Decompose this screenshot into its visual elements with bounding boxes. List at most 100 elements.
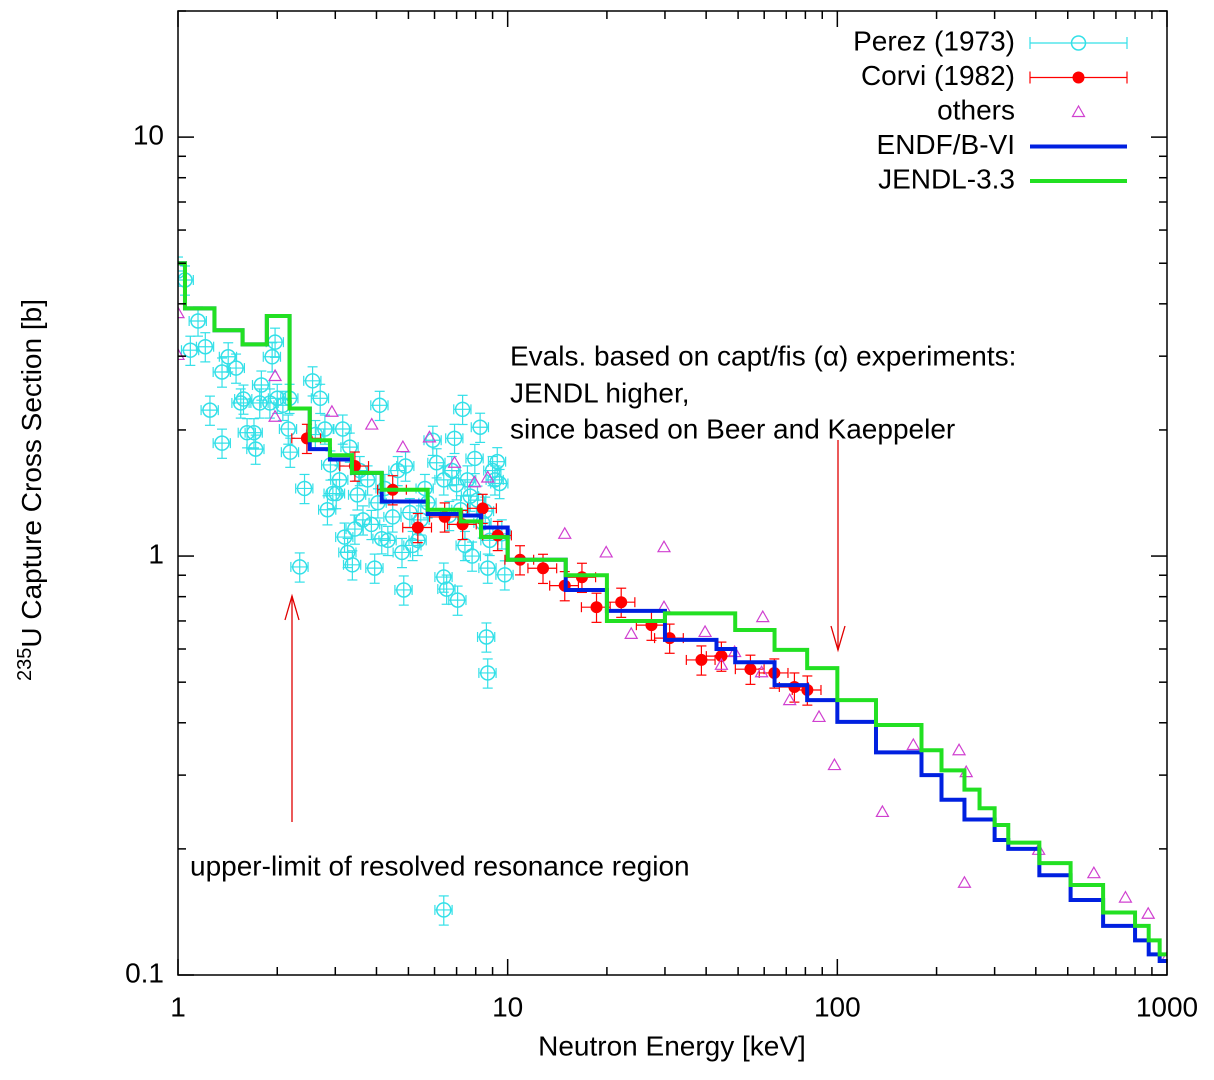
point xyxy=(394,544,410,561)
point xyxy=(695,653,708,666)
x-tick-label: 1 xyxy=(170,991,186,1022)
error-bar xyxy=(394,575,413,606)
point xyxy=(264,349,280,365)
point xyxy=(397,458,414,474)
point xyxy=(438,581,455,597)
point xyxy=(590,601,603,614)
point xyxy=(268,409,283,422)
point xyxy=(202,402,218,418)
error-bar xyxy=(423,425,442,457)
point xyxy=(446,430,463,447)
error-bar xyxy=(685,645,716,676)
point xyxy=(811,709,827,723)
legend-label: others xyxy=(937,94,1015,125)
point xyxy=(479,560,496,576)
point xyxy=(296,480,313,497)
point xyxy=(755,609,770,623)
point xyxy=(575,571,588,584)
error-bar xyxy=(462,541,482,572)
step-line xyxy=(178,261,1167,957)
point xyxy=(268,368,283,382)
point xyxy=(436,569,452,585)
point xyxy=(319,501,336,518)
point xyxy=(178,305,186,319)
point xyxy=(247,441,264,457)
legend-item: Perez (1973) xyxy=(853,25,1128,56)
point xyxy=(744,663,757,676)
error-bar xyxy=(437,574,456,605)
point xyxy=(214,435,230,451)
point xyxy=(280,421,297,437)
point xyxy=(425,432,441,448)
error-bar xyxy=(226,353,245,384)
error-bar xyxy=(212,357,231,388)
point xyxy=(906,737,921,751)
point xyxy=(220,349,236,365)
point xyxy=(491,475,508,492)
legend-item: ENDF/B-VI xyxy=(877,129,1127,160)
plot-frame xyxy=(177,10,1168,976)
point xyxy=(715,650,728,663)
error-bar xyxy=(290,552,309,583)
arrow xyxy=(830,440,846,653)
error-bar xyxy=(478,553,497,584)
error-bar xyxy=(434,895,453,926)
legend: Perez (1973) Corvi (1982)others ENDF/B-VIJ… xyxy=(853,25,1128,194)
error-bar xyxy=(478,658,497,689)
error-bar xyxy=(465,443,484,475)
point xyxy=(557,526,572,539)
legend-label: ENDF/B-VI xyxy=(877,129,1015,160)
point xyxy=(364,417,379,430)
legend-label: Corvi (1982) xyxy=(861,60,1015,91)
x-axis-label: Neutron Energy [keV] xyxy=(538,1030,806,1061)
point xyxy=(371,397,388,414)
point xyxy=(537,562,550,575)
error-bar xyxy=(333,414,352,445)
point xyxy=(291,559,308,575)
error-bar xyxy=(365,553,384,584)
legend-label: JENDL-3.3 xyxy=(878,163,1015,194)
point xyxy=(952,743,967,756)
error-bar xyxy=(200,395,219,426)
legend-item: others xyxy=(937,94,1086,125)
legend-item: JENDL-3.3 xyxy=(878,163,1127,194)
error-bar xyxy=(445,423,464,455)
point xyxy=(228,360,244,376)
point xyxy=(480,470,495,483)
error-bar xyxy=(734,654,765,685)
point xyxy=(389,462,406,479)
point xyxy=(497,567,513,583)
error-bar xyxy=(476,622,496,653)
point xyxy=(656,539,672,553)
y-axis-label: 235U Capture Cross Section [b] xyxy=(14,299,47,681)
point xyxy=(253,377,270,393)
point xyxy=(384,509,401,525)
error-bar xyxy=(378,525,397,557)
error-bar xyxy=(246,434,265,465)
point xyxy=(479,665,496,681)
error-bar xyxy=(342,550,362,581)
error-bar xyxy=(495,560,514,591)
y-axis-label-text: U Capture Cross Section [b] xyxy=(16,299,47,648)
point xyxy=(1086,865,1101,879)
point xyxy=(467,475,482,488)
point xyxy=(246,424,262,441)
point xyxy=(304,373,321,389)
point xyxy=(336,529,353,545)
point xyxy=(875,804,890,818)
point xyxy=(395,439,410,453)
point xyxy=(404,537,421,554)
point xyxy=(334,421,351,437)
point xyxy=(428,455,445,471)
point xyxy=(312,390,328,407)
point xyxy=(344,557,361,573)
point xyxy=(436,902,452,918)
error-bar xyxy=(280,437,300,468)
x-tick-label: 1000 xyxy=(1136,991,1198,1022)
point xyxy=(714,657,729,670)
point xyxy=(449,592,466,608)
error-bar xyxy=(335,522,354,553)
error-bar xyxy=(180,335,200,366)
point xyxy=(232,395,249,411)
